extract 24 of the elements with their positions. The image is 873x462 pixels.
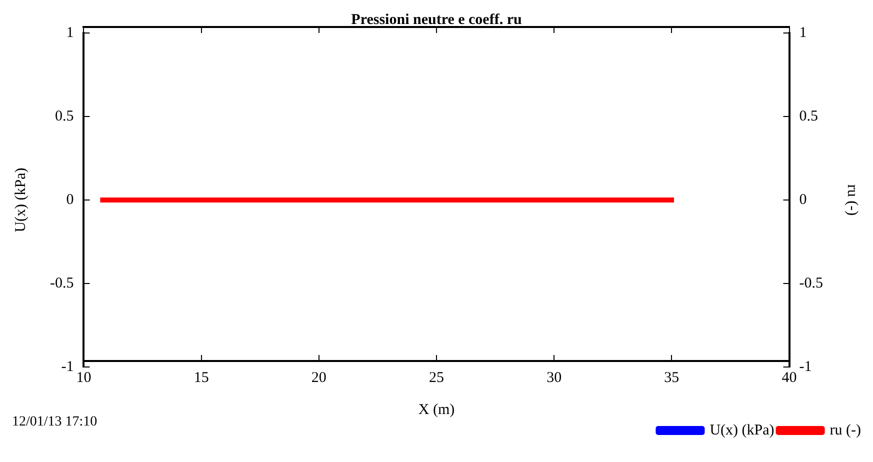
y-tick-label: 0.5 bbox=[54, 108, 74, 124]
chart-title: Pressioni neutre e coeff. ru bbox=[351, 12, 522, 28]
y-tick-label: -0.5 bbox=[50, 275, 74, 292]
x-tick-label: 35 bbox=[664, 370, 680, 386]
legend-label: U(x) (kPa) bbox=[710, 422, 774, 438]
y-tick-label: -1 bbox=[61, 358, 74, 375]
y-tick-label: 0 bbox=[66, 192, 74, 208]
y2-axis-title: ru (-) bbox=[844, 184, 860, 216]
y2-tick-label: -0.5 bbox=[799, 275, 824, 292]
y2-tick-label: -1 bbox=[799, 358, 812, 375]
y2-tick-label: 0.5 bbox=[799, 108, 818, 124]
x-tick-label: 25 bbox=[429, 370, 444, 386]
y-axis-title: U(x) (kPa) bbox=[12, 168, 29, 232]
x-tick-label: 40 bbox=[782, 370, 797, 386]
y2-tick-label: 1 bbox=[799, 24, 807, 41]
x-tick-label: 15 bbox=[194, 370, 209, 386]
y2-tick-label: 0 bbox=[799, 192, 807, 208]
x-tick-label: 30 bbox=[546, 370, 562, 386]
y-tick-label: 1 bbox=[66, 24, 74, 41]
legend-label: ru (-) bbox=[830, 422, 862, 438]
x-tick-label: 10 bbox=[76, 370, 92, 386]
x-tick-label: 20 bbox=[311, 370, 326, 386]
text: 12/01/13 17:10 bbox=[12, 414, 98, 430]
x-axis-title: X (m) bbox=[418, 402, 455, 418]
